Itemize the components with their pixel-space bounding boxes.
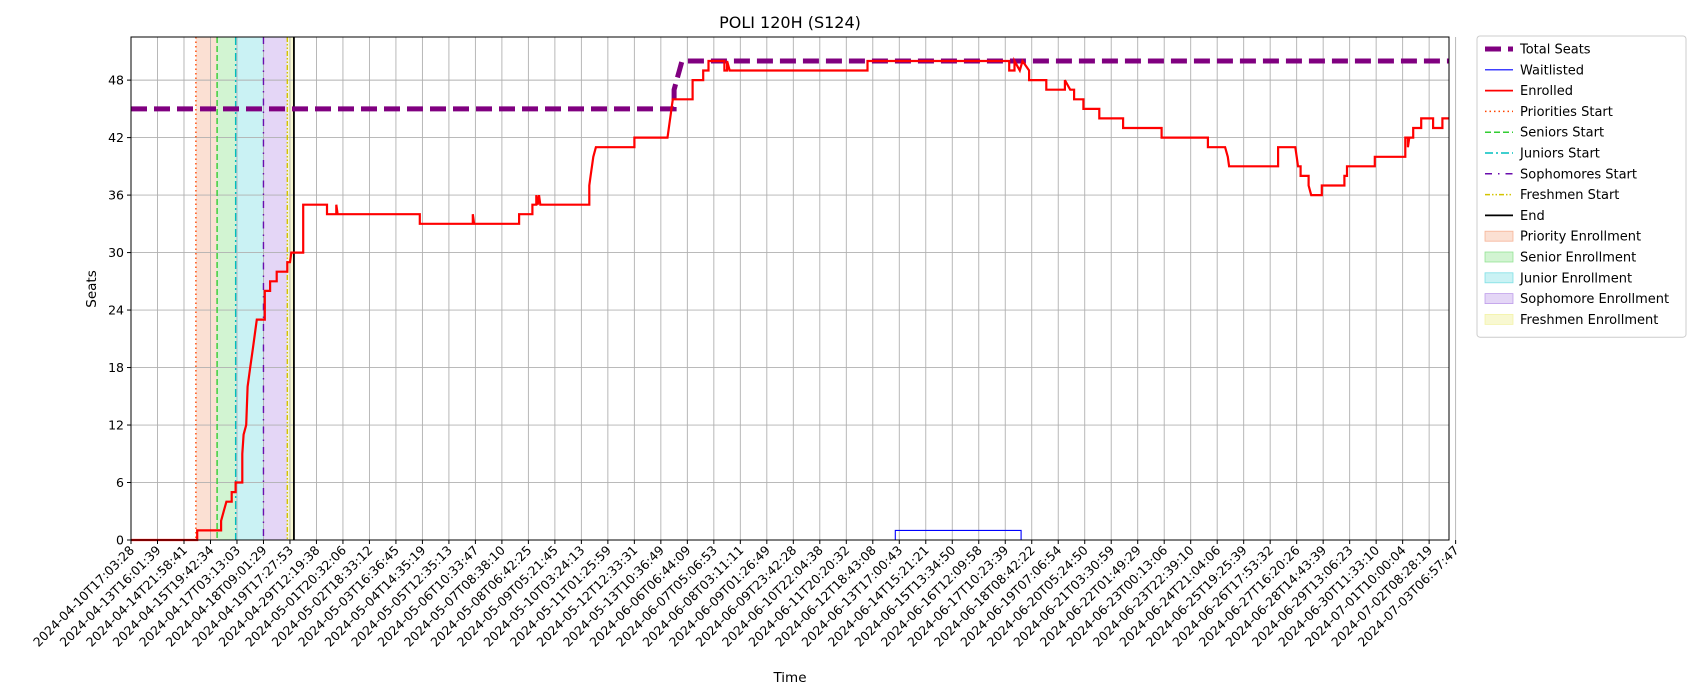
legend-label-10: Senior Enrollment	[1520, 251, 1636, 266]
legend-label-8: End	[1520, 209, 1545, 224]
legend-swatch-11	[1484, 272, 1514, 284]
y-tick-label-6: 36	[108, 188, 124, 203]
legend-label-11: Junior Enrollment	[1519, 271, 1632, 286]
legend-label-12: Sophomore Enrollment	[1520, 292, 1669, 307]
series-line-total-seats	[131, 58, 1449, 112]
y-tick-label-0: 0	[116, 533, 124, 548]
plot-frame	[130, 36, 1450, 541]
y-tick-label-8: 48	[108, 73, 124, 88]
legend-swatch-10	[1484, 251, 1514, 263]
y-tick-label-2: 12	[108, 418, 124, 433]
legend-label-9: Priority Enrollment	[1520, 230, 1641, 245]
legend-swatch-12	[1484, 293, 1514, 305]
shaded-region-1	[217, 37, 236, 540]
legend-label-3: Priorities Start	[1520, 105, 1613, 120]
y-tick-label-3: 18	[108, 360, 124, 375]
legend-label-2: Enrolled	[1520, 84, 1573, 99]
chart-title: POLI 120H (S124)	[719, 13, 861, 32]
legend: Total Seats Waitlisted Enrolled Priorities …	[1476, 35, 1687, 338]
legend-swatch-9	[1484, 230, 1514, 242]
legend-label-5: Juniors Start	[1519, 147, 1600, 162]
y-axis-label: Seats	[84, 270, 100, 307]
y-tick-label-7: 42	[108, 130, 124, 145]
y-tick-label-4: 24	[108, 303, 124, 318]
legend-label-7: Freshmen Start	[1520, 188, 1619, 203]
shaded-region-2	[235, 37, 264, 540]
x-axis-label: Time	[772, 670, 806, 686]
y-tick-label-5: 30	[108, 245, 124, 260]
legend-label-6: Sophomores Start	[1520, 167, 1637, 182]
shaded-region-3	[263, 37, 288, 540]
legend-frame	[1476, 35, 1687, 338]
legend-label-1: Waitlisted	[1520, 63, 1584, 78]
legend-swatch-13	[1484, 313, 1514, 325]
legend-label-13: Freshmen Enrollment	[1520, 313, 1658, 328]
plot-area	[131, 37, 1449, 540]
shaded-region-0	[195, 37, 218, 540]
shaded-region-4	[287, 37, 294, 540]
legend-label-4: Seniors Start	[1520, 126, 1604, 141]
series-line-enrolled	[131, 56, 1449, 542]
legend-label-0: Total Seats	[1519, 43, 1591, 58]
y-tick-label-1: 6	[116, 475, 124, 490]
